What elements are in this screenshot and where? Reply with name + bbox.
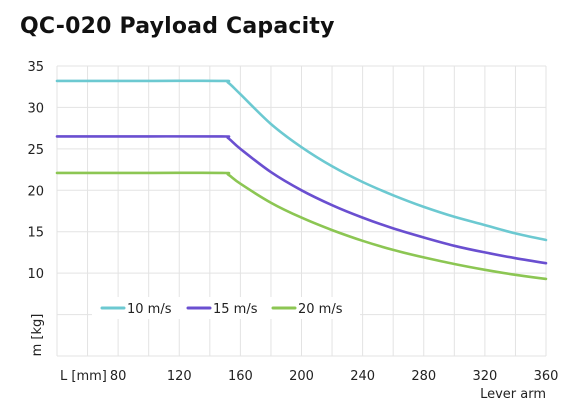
x-tick-label: 320 [472, 369, 497, 384]
series-line-2 [55, 135, 548, 265]
x-tick-label: 240 [350, 369, 375, 384]
y-axis-label: m [kg] [30, 314, 45, 357]
legend-background [92, 297, 360, 319]
x-tick-label: 200 [289, 369, 314, 384]
series-lines [55, 79, 548, 281]
x-axis-unit-label: L [mm] [60, 369, 107, 384]
x-axis-label: Lever arm [480, 387, 546, 402]
y-tick-labels: 10 15 20 25 30 35 [27, 60, 44, 282]
y-tick-label: 10 [27, 267, 44, 282]
series-line-1 [55, 79, 548, 242]
x-tick-label: 120 [167, 369, 192, 384]
chart-title: QC-020 Payload Capacity [20, 14, 335, 39]
y-tick-label: 30 [27, 101, 44, 116]
x-tick-labels: 80 120 160 200 240 280 320 360 [110, 369, 559, 384]
y-tick-label: 25 [27, 143, 44, 158]
y-tick-label: 35 [27, 60, 44, 75]
legend-label: 20 m/s [298, 302, 343, 317]
x-tick-label: 80 [110, 369, 127, 384]
x-tick-label: 360 [534, 369, 559, 384]
x-tick-label: 160 [228, 369, 253, 384]
y-tick-label: 20 [27, 184, 44, 199]
x-tick-label: 280 [411, 369, 436, 384]
legend-label: 10 m/s [127, 302, 172, 317]
y-tick-label: 15 [27, 226, 44, 241]
legend: 10 m/s 15 m/s 20 m/s [92, 297, 360, 319]
series-line-3 [55, 171, 548, 281]
legend-label: 15 m/s [213, 302, 258, 317]
